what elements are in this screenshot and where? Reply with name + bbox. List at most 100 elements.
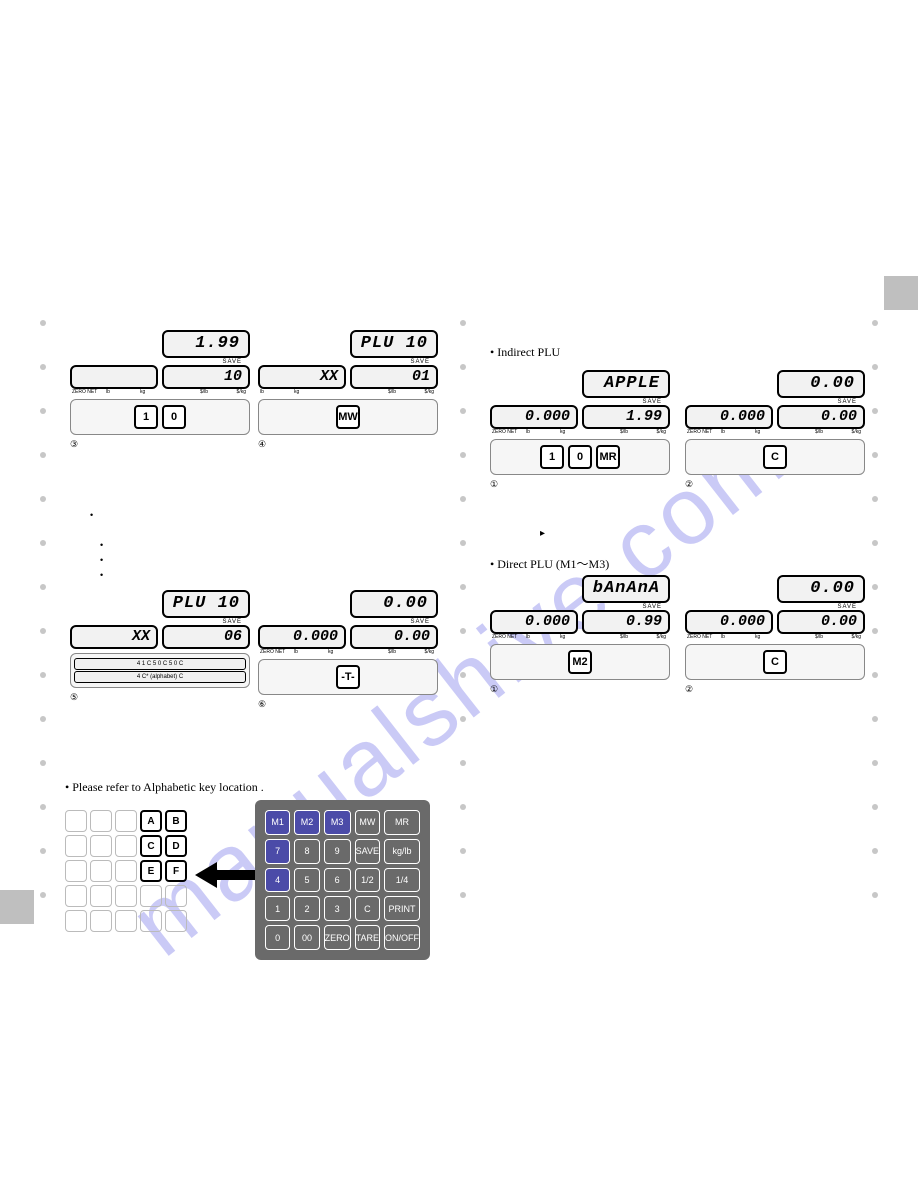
key-m2[interactable]: M2 (568, 650, 592, 674)
dot-column-mid (460, 320, 466, 936)
panel-3: 1.99 SAVE 10 ZERO NETlbkg$/lb$/kg 1 0 ③ (70, 330, 250, 450)
key-tray: C (685, 644, 865, 680)
keypad-5[interactable]: 5 (294, 868, 319, 893)
keypad-save[interactable]: SAVE (355, 839, 380, 864)
alpha-d: D (165, 835, 187, 857)
key-tray: 1 0 MR (490, 439, 670, 475)
direct-panel-1: bAnAnA SAVE 0.000 0.99 ZERO NETlbkg$/lb$… (490, 575, 670, 695)
keypad-7[interactable]: 7 (265, 839, 290, 864)
alpha-f: F (165, 860, 187, 882)
display-right: 10 (162, 365, 250, 389)
slb-label: $/lb (174, 389, 212, 395)
save-label: SAVE (258, 618, 438, 625)
indirect-panel-2: 0.00 SAVE 0.000 0.00 ZERO NETlbkg$/lb$/k… (685, 370, 865, 490)
key-mr[interactable]: MR (596, 445, 620, 469)
key-tray: MW (258, 399, 438, 435)
step-label: ① (490, 479, 670, 490)
keypad-2[interactable]: 2 (294, 896, 319, 921)
keypad-print[interactable]: PRINT (384, 896, 420, 921)
step-label: ③ (70, 439, 250, 450)
keypad-zero[interactable]: ZERO (324, 925, 351, 950)
step-label: ⑤ (70, 692, 250, 703)
keypad-kglb[interactable]: kg/lb (384, 839, 420, 864)
step-label: ⑥ (258, 699, 438, 710)
keypad-c[interactable]: C (355, 896, 380, 921)
key-tray: 1 0 (70, 399, 250, 435)
display-right: 0.00 (350, 625, 438, 649)
keypad-mr[interactable]: MR (384, 810, 420, 835)
keypad-half[interactable]: 1/2 (355, 868, 380, 893)
display-right: 0.00 (777, 610, 865, 634)
dot-column-right (872, 320, 878, 936)
keypad-8[interactable]: 8 (294, 839, 319, 864)
bullet: • (100, 570, 103, 580)
save-label: SAVE (490, 603, 670, 610)
key-t[interactable]: -T- (336, 665, 360, 689)
keypad-m3[interactable]: M3 (324, 810, 351, 835)
display-left: 0.000 (490, 610, 578, 634)
display-upper: 0.00 (777, 575, 865, 603)
step-label: ② (685, 684, 865, 695)
panel-5: PLU 10 SAVE XX 06 4 1 C 5 0 C 5 0 C 4 C*… (70, 590, 250, 703)
panel-4: PLU 10 SAVE XX 01 lbkg$/lb$/kg MW ④ (258, 330, 438, 450)
key-c[interactable]: C (763, 650, 787, 674)
key-tray: M2 (490, 644, 670, 680)
keypad-00[interactable]: 00 (294, 925, 319, 950)
key-1[interactable]: 1 (134, 405, 158, 429)
key-mw[interactable]: MW (336, 405, 360, 429)
display-upper: PLU 10 (162, 590, 250, 618)
keypad-0[interactable]: 0 (265, 925, 290, 950)
direct-heading: • Direct PLU (M1～M3) (490, 555, 609, 572)
display-upper: PLU 10 (350, 330, 438, 358)
key-sequence: 4 1 C 5 0 C 5 0 C 4 C* (alphabet) C (70, 653, 250, 688)
alpha-e: E (140, 860, 162, 882)
keypad: M1 M2 M3 MW MR 7 8 9 SAVE kg/lb 4 5 6 1/… (255, 800, 430, 960)
direct-panel-2: 0.00 SAVE 0.000 0.00 ZERO NETlbkg$/lb$/k… (685, 575, 865, 695)
save-label: SAVE (490, 398, 670, 405)
display-right: 01 (350, 365, 438, 389)
keypad-tare[interactable]: TARE (355, 925, 380, 950)
key-0[interactable]: 0 (162, 405, 186, 429)
bullet: • (100, 540, 103, 550)
keypad-m1[interactable]: M1 (265, 810, 290, 835)
arrow-icon (195, 860, 255, 890)
side-square (884, 276, 918, 310)
alpha-heading: • Please refer to Alphabetic key locatio… (65, 780, 264, 795)
display-left: 0.000 (685, 610, 773, 634)
display-right: 06 (162, 625, 250, 649)
save-label: SAVE (685, 398, 865, 405)
keypad-6[interactable]: 6 (324, 868, 351, 893)
keypad-1[interactable]: 1 (265, 896, 290, 921)
indirect-panel-1: APPLE SAVE 0.000 1.99 ZERO NETlbkg$/lb$/… (490, 370, 670, 490)
key-c[interactable]: C (763, 445, 787, 469)
keypad-3[interactable]: 3 (324, 896, 351, 921)
display-upper: bAnAnA (582, 575, 670, 603)
keypad-4[interactable]: 4 (265, 868, 290, 893)
panel-6: 0.00 SAVE 0.000 0.00 ZERO NETlbkg$/lb$/k… (258, 590, 438, 710)
display-left: 0.000 (685, 405, 773, 429)
display-left: 0.000 (258, 625, 346, 649)
seq-row2: 4 C* (alphabet) C (74, 671, 246, 683)
display-left: XX (258, 365, 346, 389)
display-left (70, 365, 158, 389)
keypad-onoff[interactable]: ON/OFF (384, 925, 420, 950)
keypad-mw[interactable]: MW (355, 810, 380, 835)
keypad-m2[interactable]: M2 (294, 810, 319, 835)
kg-label: kg (140, 389, 174, 395)
display-upper: 0.00 (350, 590, 438, 618)
step-label: ① (490, 684, 670, 695)
zero-net-label: ZERO NET (70, 389, 106, 395)
display-left: 0.000 (490, 405, 578, 429)
arrow-sep: ▸ (540, 528, 545, 539)
alpha-a: A (140, 810, 162, 832)
key-tray: C (685, 439, 865, 475)
alpha-c: C (140, 835, 162, 857)
alpha-grid: AB CD EF (65, 810, 187, 932)
keypad-9[interactable]: 9 (324, 839, 351, 864)
key-0[interactable]: 0 (568, 445, 592, 469)
lb-label: lb (106, 389, 140, 395)
side-square (0, 890, 34, 924)
key-1[interactable]: 1 (540, 445, 564, 469)
keypad-quarter[interactable]: 1/4 (384, 868, 420, 893)
display-right: 0.00 (777, 405, 865, 429)
